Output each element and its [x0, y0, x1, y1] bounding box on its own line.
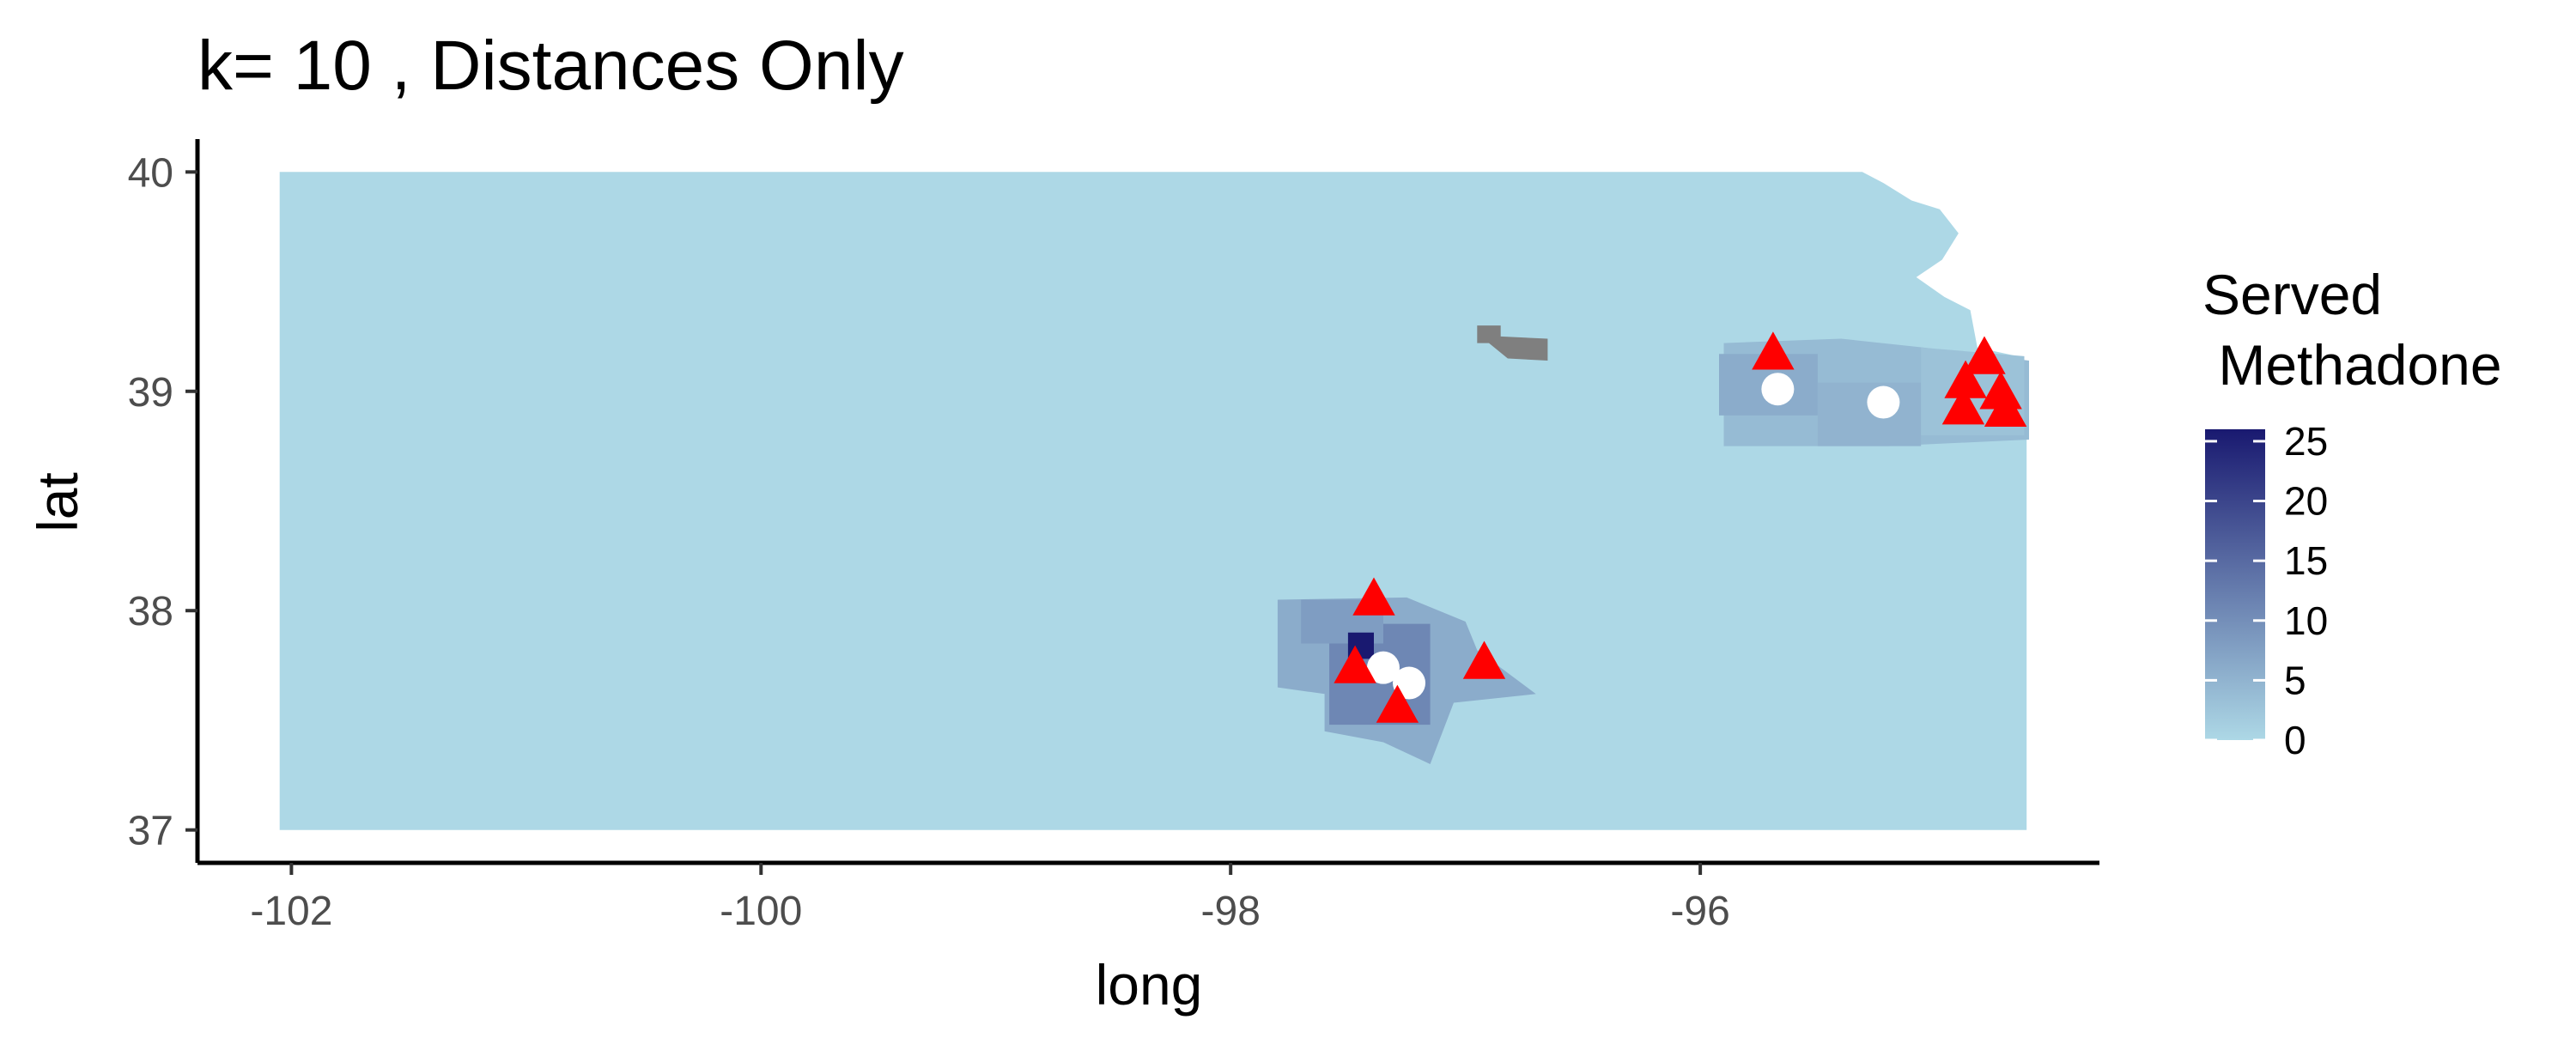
chart-title: k= 10 , Distances Only	[197, 27, 904, 105]
y-axis-title: lat	[26, 472, 89, 532]
facility-triangle-6	[1352, 577, 1395, 616]
legend-tick-label-1: 5	[2284, 658, 2306, 702]
facility-triangle-1	[1963, 336, 2006, 374]
missing-regions	[1477, 325, 1548, 361]
legend-tick-label-2: 10	[2284, 598, 2328, 643]
y-tick-label-1: 38	[128, 589, 173, 634]
map-layer	[279, 172, 2029, 830]
legend-tick-label-3: 15	[2284, 538, 2328, 583]
legend-tick-label-0: 0	[2284, 718, 2306, 762]
legend-colorbar	[2205, 429, 2265, 740]
facility-triangle-0	[1752, 331, 1795, 370]
x-axis-title: long	[1096, 953, 1203, 1017]
legend: Served Methadone 0 5 10 15 20 25	[2202, 263, 2502, 762]
x-tick-label-1: -100	[720, 889, 802, 934]
y-tick-label-3: 40	[128, 150, 173, 196]
x-ticks: -102 -100 -98 -96	[250, 863, 1730, 934]
missing-region-0	[1477, 325, 1548, 361]
x-tick-label-0: -102	[250, 889, 332, 934]
facility-triangle-4	[1941, 386, 1985, 425]
legend-ticks: 0 5 10 15 20 25	[2205, 419, 2328, 762]
facility-triangle-5	[1984, 388, 2027, 427]
y-ticks: 37 38 39 40	[128, 150, 197, 854]
x-tick-label-2: -98	[1201, 889, 1261, 934]
legend-title-line1: Served	[2202, 263, 2382, 326]
centroid-point-2	[1366, 651, 1400, 684]
facility-triangle-8	[1462, 640, 1506, 679]
facility-triangle-7	[1334, 645, 1376, 683]
y-tick-label-0: 37	[128, 809, 173, 854]
facility-triangle-9	[1376, 684, 1419, 723]
axes: -102 -100 -98 -96 37 38 39 40	[128, 139, 2099, 934]
centroid-point-0	[1761, 373, 1795, 406]
y-tick-label-2: 39	[128, 370, 173, 416]
kansas-state-polygon	[279, 172, 2027, 830]
served-region-2	[1817, 382, 1922, 446]
x-tick-label-3: -96	[1670, 889, 1729, 934]
legend-title-line2: Methadone	[2202, 333, 2502, 397]
legend-tick-label-5: 25	[2284, 419, 2328, 464]
legend-tick-label-4: 20	[2284, 479, 2328, 524]
facility-markers	[1334, 331, 2027, 723]
facility-triangle-2	[1944, 360, 1987, 398]
centroid-point-1	[1867, 385, 1900, 419]
